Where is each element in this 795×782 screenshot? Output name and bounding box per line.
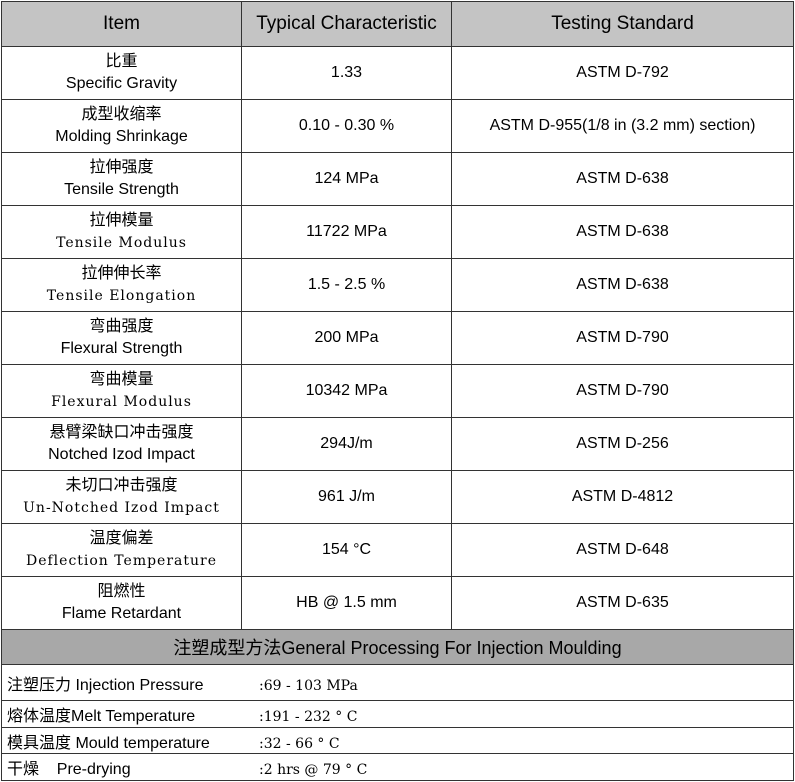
processing-label: 干燥 Pre-drying — [7, 761, 131, 778]
item-en: Tensile Modulus — [56, 235, 187, 251]
processing-label: 熔体温度Melt Temperature — [7, 708, 196, 725]
processing-cell: 干燥 Pre-drying :2 hrs @ 79 ° C — [1, 753, 794, 781]
item-en: Tensile Elongation — [46, 288, 197, 304]
processing-row: 注塑压力 Injection Pressure :69 - 103 MPa — [1, 664, 794, 701]
processing-row: 干燥 Pre-drying :2 hrs @ 79 ° C — [1, 753, 794, 781]
data-row: 比重 Specific Gravity 1.33 ASTM D-792 — [1, 46, 794, 100]
value-cell: HB @ 1.5 mm — [241, 576, 452, 630]
standard-cell: ASTM D-635 — [451, 576, 794, 630]
standard-cell: ASTM D-790 — [451, 364, 794, 418]
data-row: 弯曲强度 Flexural Strength 200 MPa ASTM D-790 — [1, 311, 794, 365]
item-cn: 悬臂梁缺口冲击强度 — [49, 424, 194, 441]
item-cn: 弯曲模量 — [89, 371, 154, 388]
standard-cell: ASTM D-638 — [451, 258, 794, 312]
item-cell: 未切口冲击强度 Un-Notched Izod Impact — [1, 470, 242, 524]
processing-value: :2 hrs @ 79 ° C — [259, 762, 368, 778]
item-en: Flexural Modulus — [51, 394, 192, 410]
value-cell: 294J/m — [241, 417, 452, 471]
processing-value: :191 - 232 ° C — [259, 709, 358, 725]
data-row: 拉伸伸长率 Tensile Elongation 1.5 - 2.5 % ASTM D… — [1, 258, 794, 312]
header-cell: Typical Characteristic — [241, 1, 452, 47]
item-cell: 温度偏差 Deflection Temperature — [1, 523, 242, 577]
data-row: 温度偏差 Deflection Temperature 154 °C ASTM D-6… — [1, 523, 794, 577]
value-cell: 0.10 - 0.30 % — [241, 99, 452, 153]
item-cell: 拉伸强度 Tensile Strength — [1, 152, 242, 206]
standard-cell: ASTM D-256 — [451, 417, 794, 471]
standard-cell: ASTM D-790 — [451, 311, 794, 365]
item-cn: 拉伸伸长率 — [81, 265, 162, 282]
processing-row: 熔体温度Melt Temperature :191 - 232 ° C — [1, 700, 794, 728]
value-cell: 1.5 - 2.5 % — [241, 258, 452, 312]
processing-label: 注塑压力 Injection Pressure — [7, 676, 204, 694]
value-cell: 124 MPa — [241, 152, 452, 206]
item-en: Flame Retardant — [61, 605, 182, 622]
standard-cell: ASTM D-955(1/8 in (3.2 mm) section) — [451, 99, 794, 153]
item-cell: 悬臂梁缺口冲击强度 Notched Izod Impact — [1, 417, 242, 471]
processing-row: 模具温度 Mould temperature :32 - 66 ° C — [1, 727, 794, 754]
data-row: 成型收缩率 Molding Shrinkage 0.10 - 0.30 % ASTM … — [1, 99, 794, 153]
section-title: 注塑成型方法General Processing For Injection M… — [1, 629, 794, 665]
item-en: Tensile Strength — [64, 181, 179, 198]
processing-value: :69 - 103 MPa — [259, 677, 358, 694]
item-cell: 拉伸模量 Tensile Modulus — [1, 205, 242, 259]
standard-cell: ASTM D-792 — [451, 46, 794, 100]
item-cn: 比重 — [105, 53, 138, 70]
standard-cell: ASTM D-638 — [451, 205, 794, 259]
item-en: Specific Gravity — [65, 75, 178, 92]
processing-label: 模具温度 Mould temperature — [7, 734, 210, 752]
header-row: Item Typical Characteristic Testing Stan… — [1, 1, 794, 47]
item-cn: 阻燃性 — [97, 583, 146, 600]
item-en: Flexural Strength — [60, 340, 183, 357]
section-row: 注塑成型方法General Processing For Injection M… — [1, 629, 794, 665]
item-en: Notched Izod Impact — [48, 446, 195, 463]
item-cn: 拉伸模量 — [89, 212, 154, 229]
value-cell: 200 MPa — [241, 311, 452, 365]
data-row: 拉伸强度 Tensile Strength 124 MPa ASTM D-638 — [1, 152, 794, 206]
item-cn: 温度偏差 — [89, 530, 154, 547]
data-row: 未切口冲击强度 Un-Notched Izod Impact 961 J/m ASTM… — [1, 470, 794, 524]
item-cell: 弯曲强度 Flexural Strength — [1, 311, 242, 365]
processing-value: :32 - 66 ° C — [259, 735, 340, 752]
standard-cell: ASTM D-648 — [451, 523, 794, 577]
item-en: Molding Shrinkage — [55, 128, 188, 145]
data-row: 拉伸模量 Tensile Modulus 11722 MPa ASTM D-638 — [1, 205, 794, 259]
data-row: 弯曲模量 Flexural Modulus 10342 MPa ASTM D-790 — [1, 364, 794, 418]
data-row: 悬臂梁缺口冲击强度 Notched Izod Impact 294J/m ASTM D… — [1, 417, 794, 471]
value-cell: 961 J/m — [241, 470, 452, 524]
processing-cell: 注塑压力 Injection Pressure :69 - 103 MPa — [1, 664, 794, 701]
value-cell: 1.33 — [241, 46, 452, 100]
item-cell: 比重 Specific Gravity — [1, 46, 242, 100]
standard-cell: ASTM D-638 — [451, 152, 794, 206]
value-cell: 154 °C — [241, 523, 452, 577]
value-cell: 11722 MPa — [241, 205, 452, 259]
header-cell: Testing Standard — [451, 1, 794, 47]
item-en: Un-Notched Izod Impact — [23, 500, 220, 516]
header-cell: Item — [1, 1, 242, 47]
standard-cell: ASTM D-4812 — [451, 470, 794, 524]
item-cn: 拉伸强度 — [89, 159, 154, 176]
item-en: Deflection Temperature — [25, 553, 217, 569]
data-row: 阻燃性 Flame Retardant HB @ 1.5 mm ASTM D-635 — [1, 576, 794, 630]
processing-cell: 模具温度 Mould temperature :32 - 66 ° C — [1, 727, 794, 754]
value-cell: 10342 MPa — [241, 364, 452, 418]
item-cn: 弯曲强度 — [89, 318, 154, 335]
item-cell: 拉伸伸长率 Tensile Elongation — [1, 258, 242, 312]
item-cn: 未切口冲击强度 — [65, 477, 178, 494]
item-cell: 阻燃性 Flame Retardant — [1, 576, 242, 630]
item-cell: 弯曲模量 Flexural Modulus — [1, 364, 242, 418]
processing-cell: 熔体温度Melt Temperature :191 - 232 ° C — [1, 700, 794, 728]
item-cell: 成型收缩率 Molding Shrinkage — [1, 99, 242, 153]
item-cn: 成型收缩率 — [81, 106, 162, 123]
